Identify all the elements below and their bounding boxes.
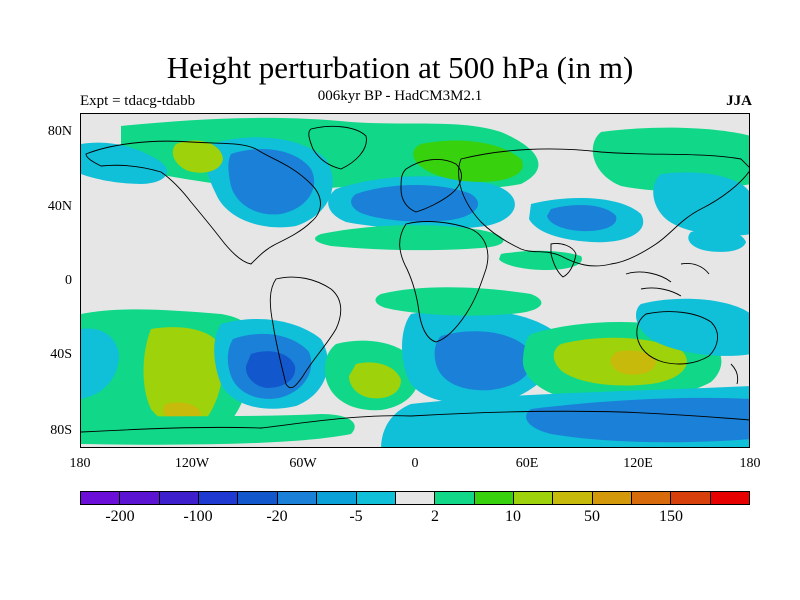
colorbar-label: 10	[505, 508, 521, 525]
field-region-eurasia-darkblue	[351, 185, 479, 222]
field-region-japan-blue	[688, 229, 746, 252]
coast-se-asia	[625, 263, 710, 297]
field-region-spacific-yellow	[143, 327, 223, 425]
map-plot	[80, 113, 750, 448]
x-tick-label-0: 0	[411, 456, 419, 471]
y-tick-label-40n: 40N	[47, 199, 72, 214]
colorbar-swatch	[671, 492, 711, 504]
field-region-tropical-green	[315, 225, 504, 251]
colorbar-swatch	[710, 492, 750, 504]
colorbar-label: -5	[349, 508, 363, 525]
colorbar-swatch	[632, 492, 672, 504]
field-region-satlantic-yellow	[349, 362, 401, 399]
colorbar-label: -20	[266, 508, 288, 525]
coast-europe	[400, 158, 462, 213]
x-tick-label-60w: 60W	[289, 456, 317, 471]
colorbar-label: 150	[659, 508, 683, 525]
field-region-siberia-green	[413, 140, 523, 182]
y-tick-label-80n: 80N	[47, 124, 72, 139]
colorbar-swatch	[553, 492, 593, 504]
y-tick-label-40s: 40S	[50, 347, 72, 362]
field-region-subtropical-green	[375, 287, 542, 316]
field-region-asia-darkblue	[547, 204, 617, 232]
field-region-southasia-green	[499, 250, 582, 270]
coast-asia	[458, 148, 749, 267]
colorbar-swatch	[277, 492, 318, 504]
field-region-greenland-yellow	[172, 140, 223, 173]
colorbar-label: 50	[584, 508, 600, 525]
experiment-label: Expt = tdacg-tdabb	[80, 93, 196, 109]
colorbar-swatch	[435, 492, 475, 504]
colorbar-swatch	[159, 492, 200, 504]
colorbar-label: 2	[431, 508, 439, 525]
chart-subtitle: 006kyr BP - HadCM3M2.1	[317, 88, 483, 104]
colorbar-swatch	[199, 492, 239, 504]
x-tick-label-180w: 180	[69, 456, 91, 471]
season-label: JJA	[726, 93, 752, 109]
field-region-sindian-darkblue	[434, 331, 532, 391]
field-region-namerica-darkblue	[228, 149, 315, 215]
coast-australia	[636, 311, 718, 365]
x-tick-label-60e: 60E	[515, 456, 539, 471]
colorbar-swatch	[238, 492, 278, 504]
x-tick-label-120e: 120E	[623, 456, 653, 471]
chart-title: Height perturbation at 500 hPa (in m)	[166, 50, 634, 85]
field-region-samerica-core	[245, 351, 296, 388]
colorbar-swatch	[81, 492, 121, 504]
y-tick-label-0: 0	[65, 273, 72, 288]
colorbar-swatch	[592, 492, 633, 504]
field-region-antarctic-green	[81, 414, 355, 445]
map-svg	[81, 114, 749, 447]
coast-india	[550, 243, 577, 278]
field-region-nhlat-blue-west	[81, 142, 168, 184]
x-tick-label-120w: 120W	[174, 456, 210, 471]
x-tick-label-180e: 180	[739, 456, 761, 471]
coast-north-america	[85, 140, 321, 265]
coast-africa	[399, 221, 489, 343]
colorbar-swatch	[474, 492, 514, 504]
colorbar	[80, 491, 750, 505]
field-region-tasman-blue	[636, 298, 749, 356]
field-region-antarctic-darkblue	[526, 397, 749, 443]
coastlines	[81, 125, 749, 433]
colorbar-label: -100	[183, 508, 213, 525]
field-region-swpacific-blue	[81, 328, 119, 399]
coast-greenland	[308, 125, 367, 170]
colorbar-label: -200	[105, 508, 135, 525]
colorbar-swatch	[513, 492, 554, 504]
field-region-australia-orange	[610, 350, 656, 375]
field-region-npacific-blue	[653, 172, 749, 236]
coast-antarctica	[81, 410, 749, 433]
colorbar-swatch	[356, 492, 396, 504]
coast-south-america	[269, 276, 342, 389]
colorbar-swatch	[120, 492, 160, 504]
y-tick-label-80s: 80S	[50, 423, 72, 438]
coast-new-zealand	[730, 363, 739, 385]
colorbar-swatch	[395, 492, 436, 504]
colorbar-swatch	[317, 492, 357, 504]
